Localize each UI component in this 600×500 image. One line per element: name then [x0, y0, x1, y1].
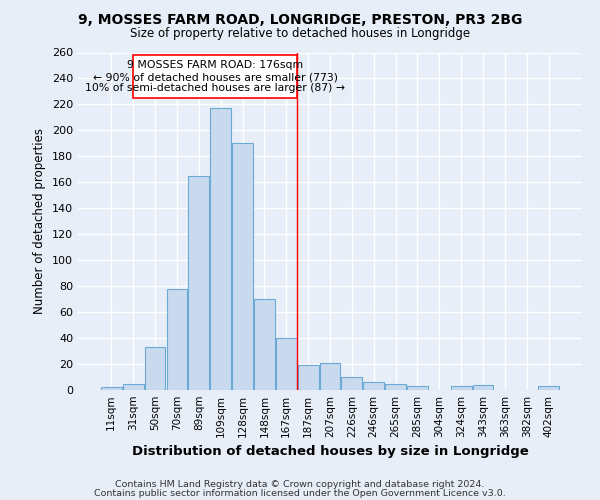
Bar: [320, 362, 340, 390]
Y-axis label: Number of detached properties: Number of detached properties: [34, 128, 46, 314]
Bar: [145, 347, 166, 390]
Bar: [407, 386, 428, 390]
Text: Size of property relative to detached houses in Longridge: Size of property relative to detached ho…: [130, 26, 470, 40]
Text: Contains HM Land Registry data © Crown copyright and database right 2024.: Contains HM Land Registry data © Crown c…: [115, 480, 485, 489]
Text: 9 MOSSES FARM ROAD: 176sqm: 9 MOSSES FARM ROAD: 176sqm: [127, 60, 303, 70]
Text: Contains public sector information licensed under the Open Government Licence v3: Contains public sector information licen…: [94, 488, 506, 498]
Bar: [188, 176, 209, 390]
Bar: [298, 366, 319, 390]
Bar: [232, 144, 253, 390]
Bar: [473, 385, 493, 390]
Text: ← 90% of detached houses are smaller (773): ← 90% of detached houses are smaller (77…: [92, 72, 338, 83]
Bar: [167, 289, 187, 390]
Bar: [385, 384, 406, 390]
Text: 9, MOSSES FARM ROAD, LONGRIDGE, PRESTON, PR3 2BG: 9, MOSSES FARM ROAD, LONGRIDGE, PRESTON,…: [78, 12, 522, 26]
Bar: [123, 384, 143, 390]
Bar: [101, 388, 122, 390]
Bar: [276, 338, 296, 390]
Bar: [364, 382, 384, 390]
X-axis label: Distribution of detached houses by size in Longridge: Distribution of detached houses by size …: [131, 446, 529, 458]
Bar: [341, 377, 362, 390]
Text: 10% of semi-detached houses are larger (87) →: 10% of semi-detached houses are larger (…: [85, 84, 345, 94]
Bar: [254, 299, 275, 390]
Bar: [538, 386, 559, 390]
Bar: [451, 386, 472, 390]
Bar: [210, 108, 231, 390]
FancyBboxPatch shape: [133, 55, 297, 98]
